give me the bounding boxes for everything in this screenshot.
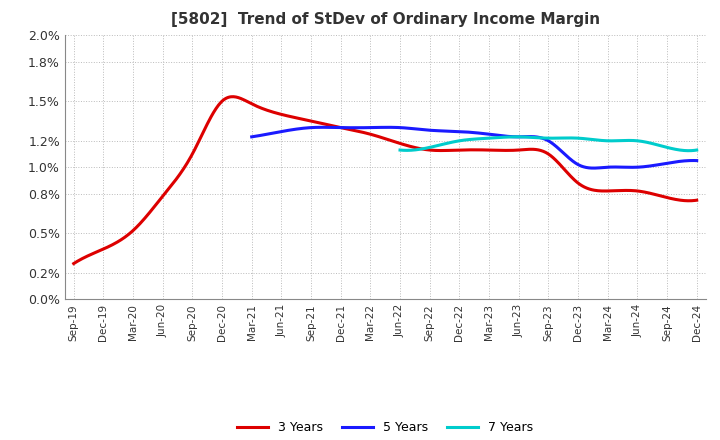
5 Years	[489, 132, 498, 137]
3 Years	[366, 132, 375, 137]
5 Years	[614, 165, 623, 170]
5 Years	[589, 165, 598, 171]
7 Years	[693, 147, 701, 153]
5 Years	[459, 129, 468, 135]
3 Years	[581, 185, 590, 190]
7 Years	[539, 136, 548, 141]
3 Years	[370, 133, 379, 138]
3 Years	[441, 148, 450, 153]
5 Years	[248, 134, 256, 139]
Line: 3 Years: 3 Years	[73, 97, 697, 264]
5 Years	[319, 125, 328, 130]
7 Years	[557, 136, 565, 141]
5 Years	[513, 134, 522, 139]
5 Years	[683, 158, 692, 163]
3 Years	[228, 94, 237, 99]
Line: 7 Years: 7 Years	[400, 137, 697, 150]
Title: [5802]  Trend of StDev of Ordinary Income Margin: [5802] Trend of StDev of Ordinary Income…	[171, 12, 600, 27]
3 Years	[693, 198, 701, 203]
7 Years	[685, 148, 693, 153]
7 Years	[686, 148, 695, 153]
7 Years	[396, 147, 405, 153]
5 Years	[462, 129, 471, 135]
Legend: 3 Years, 5 Years, 7 Years: 3 Years, 5 Years, 7 Years	[232, 416, 539, 439]
3 Years	[408, 144, 416, 150]
7 Years	[639, 139, 648, 144]
3 Years	[69, 261, 78, 266]
3 Years	[679, 198, 688, 203]
7 Years	[512, 134, 521, 139]
5 Years	[693, 158, 701, 163]
Line: 5 Years: 5 Years	[252, 127, 697, 168]
7 Years	[537, 135, 546, 140]
7 Years	[573, 136, 582, 141]
